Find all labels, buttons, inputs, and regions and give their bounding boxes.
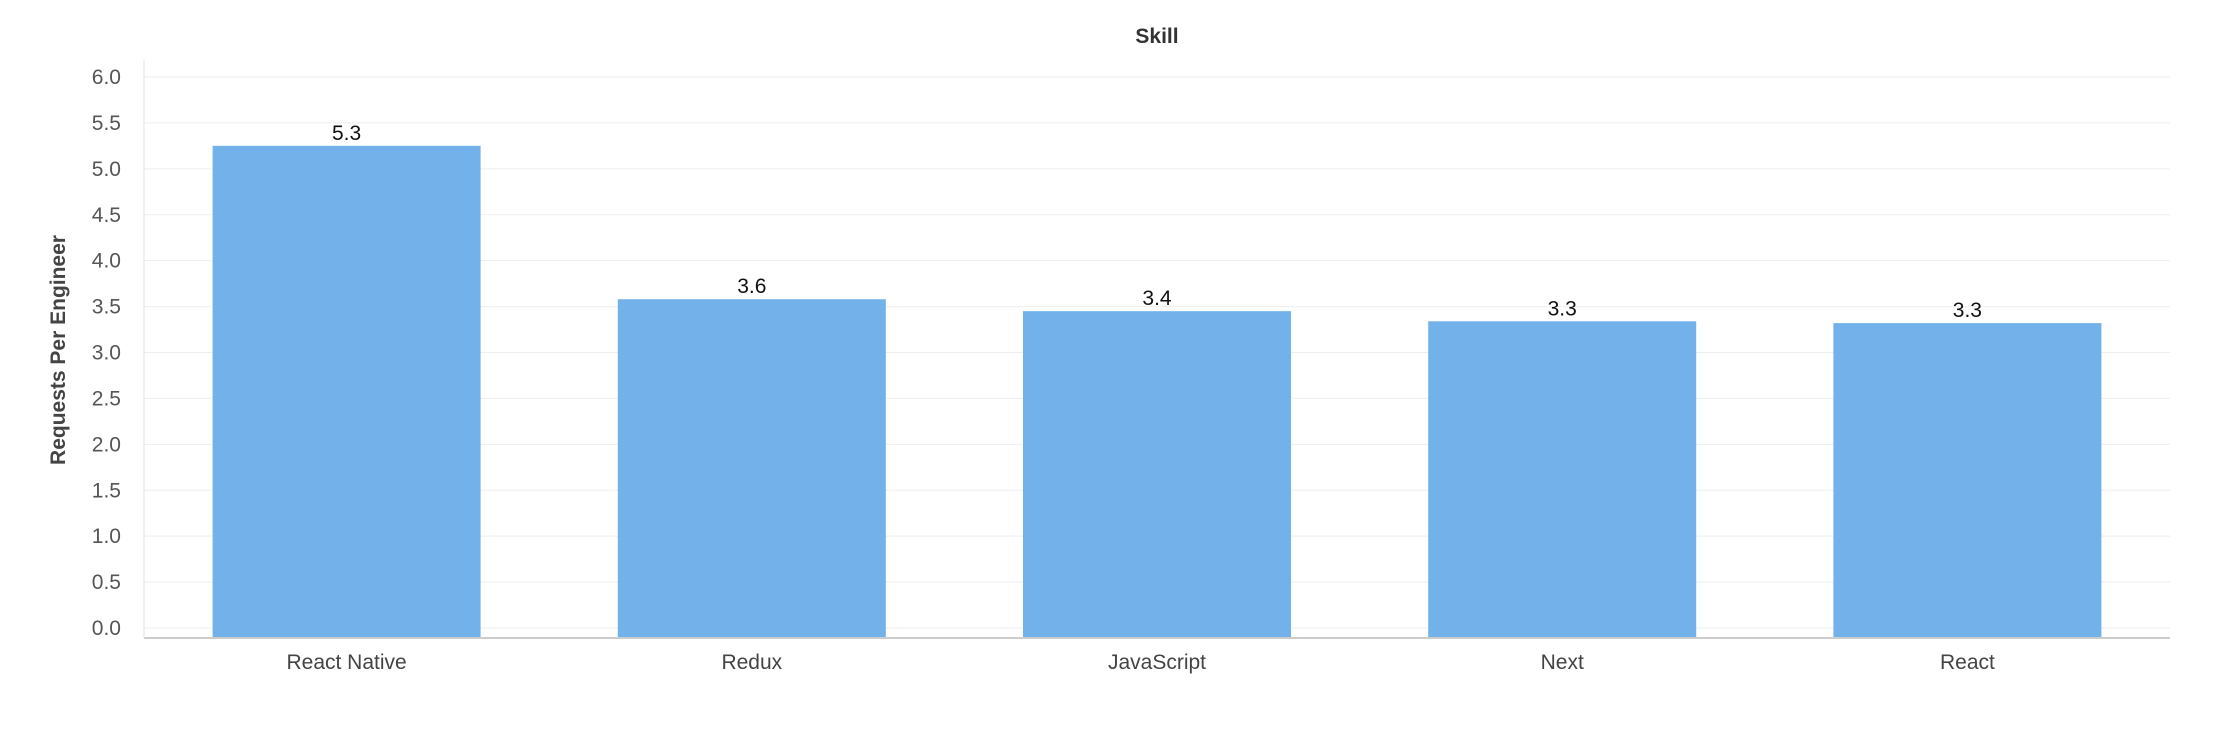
y-tick-label: 3.5 [92, 296, 121, 319]
x-tick-label: React Native [286, 651, 406, 674]
y-tick-label: 0.0 [92, 617, 121, 640]
value-label: 5.3 [332, 122, 361, 145]
y-tick-label: 0.5 [92, 571, 121, 594]
x-tick-label: Next [1541, 651, 1584, 674]
value-labels: 5.3 3.6 3.4 3.3 3.3 [332, 122, 1982, 322]
value-label: 3.4 [1142, 287, 1172, 310]
x-tick-label: Redux [721, 651, 782, 674]
y-tick-label: 3.0 [92, 342, 121, 365]
y-tick-label: 6.0 [92, 66, 121, 89]
y-tick-label: 1.0 [92, 525, 121, 548]
bar [617, 299, 886, 637]
y-tick-label: 2.0 [92, 433, 121, 456]
y-axis-label: Requests Per Engineer [47, 235, 70, 465]
y-tick-labels: 0.0 0.5 1.0 1.5 2.0 2.5 3.0 3.5 4.0 4.5 5.0 5.5 6.0 [92, 66, 121, 640]
value-label: 3.3 [1953, 299, 1982, 322]
bar [1833, 323, 2102, 637]
value-label: 3.3 [1548, 297, 1577, 320]
x-tick-label: React [1940, 651, 1995, 674]
bar [1428, 321, 1697, 637]
y-tick-label: 4.0 [92, 250, 121, 273]
y-tick-label: 5.0 [92, 158, 121, 181]
y-tick-label: 2.5 [92, 387, 121, 410]
x-tick-labels: React Native Redux JavaScript Next React [286, 651, 1995, 674]
value-label: 3.6 [737, 275, 766, 298]
y-tick-label: 1.5 [92, 479, 121, 502]
bar [1023, 311, 1291, 637]
y-tick-label: 5.5 [92, 112, 121, 135]
bars [212, 145, 2102, 637]
chart-title: Skill [1135, 25, 1178, 48]
x-tick-label: JavaScript [1108, 651, 1206, 674]
bar [212, 145, 481, 637]
y-tick-label: 4.5 [92, 204, 121, 227]
